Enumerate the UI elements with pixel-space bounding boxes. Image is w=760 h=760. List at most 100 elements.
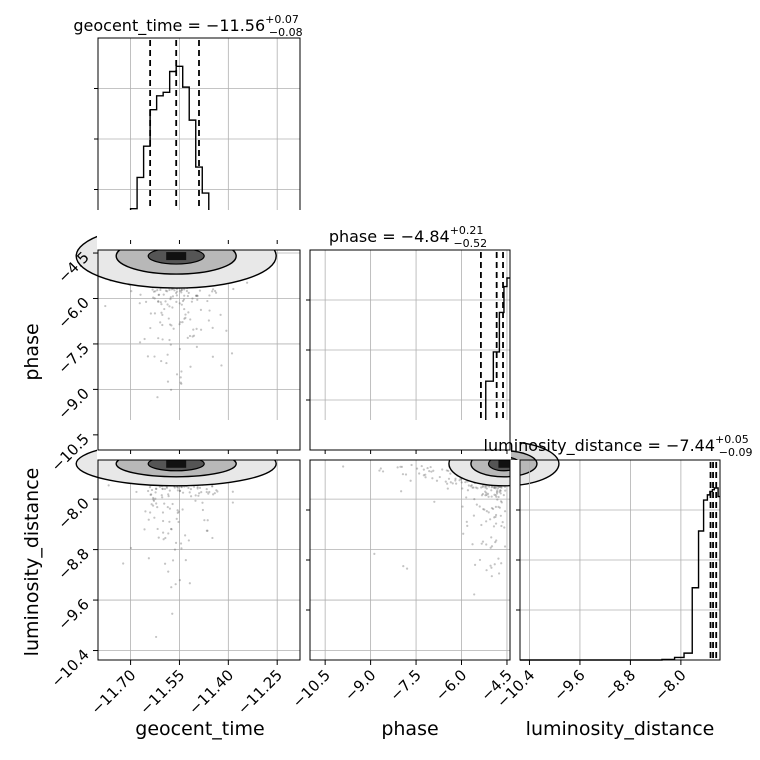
xlabel-geocent-time: geocent_time bbox=[135, 718, 264, 740]
sample-point bbox=[171, 502, 174, 506]
sample-point bbox=[178, 579, 181, 582]
clip-mask-top bbox=[97, 210, 301, 250]
sample-point bbox=[163, 502, 166, 505]
sample-point bbox=[154, 497, 157, 500]
title-luminosity-distance-minus: −0.09 bbox=[719, 446, 753, 459]
sample-point bbox=[188, 582, 191, 585]
sample-point bbox=[480, 523, 483, 527]
sample-point bbox=[174, 541, 178, 545]
sample-point bbox=[152, 290, 156, 293]
sample-point bbox=[166, 303, 169, 306]
sample-point bbox=[472, 514, 476, 517]
sample-point bbox=[451, 482, 454, 485]
sample-point bbox=[490, 486, 493, 489]
sample-point bbox=[455, 482, 458, 485]
sample-point bbox=[171, 306, 174, 309]
sample-point bbox=[154, 487, 158, 490]
sample-point bbox=[176, 486, 180, 489]
sample-point bbox=[225, 329, 228, 332]
sample-point bbox=[485, 487, 488, 490]
sample-point bbox=[173, 289, 176, 292]
sample-point bbox=[144, 510, 147, 513]
sample-point bbox=[195, 294, 198, 298]
sample-point bbox=[381, 470, 385, 473]
sample-point bbox=[192, 328, 195, 331]
sample-point bbox=[200, 491, 203, 494]
sample-point bbox=[174, 583, 177, 586]
sample-point bbox=[499, 514, 502, 517]
sample-point bbox=[480, 486, 483, 489]
sample-point bbox=[432, 469, 435, 472]
sample-point bbox=[212, 493, 215, 496]
sample-point bbox=[156, 396, 159, 399]
sample-point bbox=[190, 300, 194, 303]
sample-point bbox=[485, 510, 488, 513]
sample-point bbox=[400, 465, 403, 468]
sample-point bbox=[461, 487, 464, 490]
sample-point bbox=[180, 485, 183, 489]
sample-point bbox=[189, 495, 193, 498]
sample-point bbox=[139, 293, 142, 296]
sample-point bbox=[497, 572, 501, 575]
sample-point bbox=[162, 538, 165, 541]
x-tick-label: −11.40 bbox=[185, 666, 237, 718]
sample-point bbox=[161, 511, 165, 514]
sample-point bbox=[166, 505, 169, 509]
sample-point bbox=[215, 489, 218, 492]
density-peak bbox=[498, 459, 510, 468]
sample-point bbox=[186, 336, 189, 339]
sample-point bbox=[169, 298, 172, 301]
sample-point bbox=[156, 527, 159, 531]
x-tick-label: −7.5 bbox=[386, 666, 424, 704]
sample-point bbox=[500, 501, 503, 504]
sample-point bbox=[165, 486, 169, 489]
sample-point bbox=[187, 291, 190, 294]
sample-point bbox=[160, 359, 163, 363]
sample-point bbox=[169, 388, 173, 391]
sample-point bbox=[156, 289, 159, 292]
panel-frame-top bbox=[97, 249, 301, 451]
sample-point bbox=[169, 296, 172, 299]
title-luminosity-distance-plus: +0.05 bbox=[715, 433, 749, 446]
sample-point bbox=[138, 341, 142, 344]
sample-point bbox=[424, 476, 427, 479]
sample-point bbox=[496, 498, 499, 501]
sample-point bbox=[464, 481, 467, 484]
sample-point bbox=[149, 312, 152, 315]
sample-point bbox=[214, 291, 218, 294]
x-tick-label: −10.5 bbox=[289, 666, 334, 711]
y-tick-label: −9.6 bbox=[54, 595, 92, 633]
sample-point bbox=[173, 486, 176, 489]
sample-point bbox=[342, 465, 345, 468]
sample-point bbox=[449, 472, 452, 475]
sample-point bbox=[196, 298, 199, 301]
sample-point bbox=[490, 536, 493, 539]
sample-point bbox=[208, 294, 211, 297]
sample-point bbox=[205, 529, 208, 532]
sample-point bbox=[485, 520, 488, 523]
sample-point bbox=[185, 289, 189, 293]
sample-point bbox=[454, 477, 457, 480]
sample-point bbox=[428, 469, 431, 473]
sample-point bbox=[498, 506, 501, 509]
sample-point bbox=[180, 382, 183, 385]
sample-point bbox=[497, 495, 500, 499]
sample-point bbox=[187, 486, 190, 490]
sample-point bbox=[191, 297, 194, 300]
sample-point bbox=[168, 288, 171, 292]
sample-point bbox=[211, 355, 214, 358]
sample-point bbox=[494, 522, 498, 525]
density-peak bbox=[166, 252, 187, 261]
sample-point bbox=[481, 485, 484, 488]
sample-point bbox=[485, 569, 488, 572]
title-luminosity-distance: luminosity_distance = −7.44+0.05 −0.09 bbox=[484, 433, 753, 459]
panel-0-0 bbox=[94, 37, 301, 241]
sample-point bbox=[181, 321, 184, 324]
y-tick-label: −7.5 bbox=[54, 339, 92, 377]
sample-point bbox=[211, 484, 214, 488]
sample-point bbox=[187, 539, 190, 542]
y-tick-label: −9.0 bbox=[54, 384, 92, 422]
sample-point bbox=[496, 487, 500, 490]
